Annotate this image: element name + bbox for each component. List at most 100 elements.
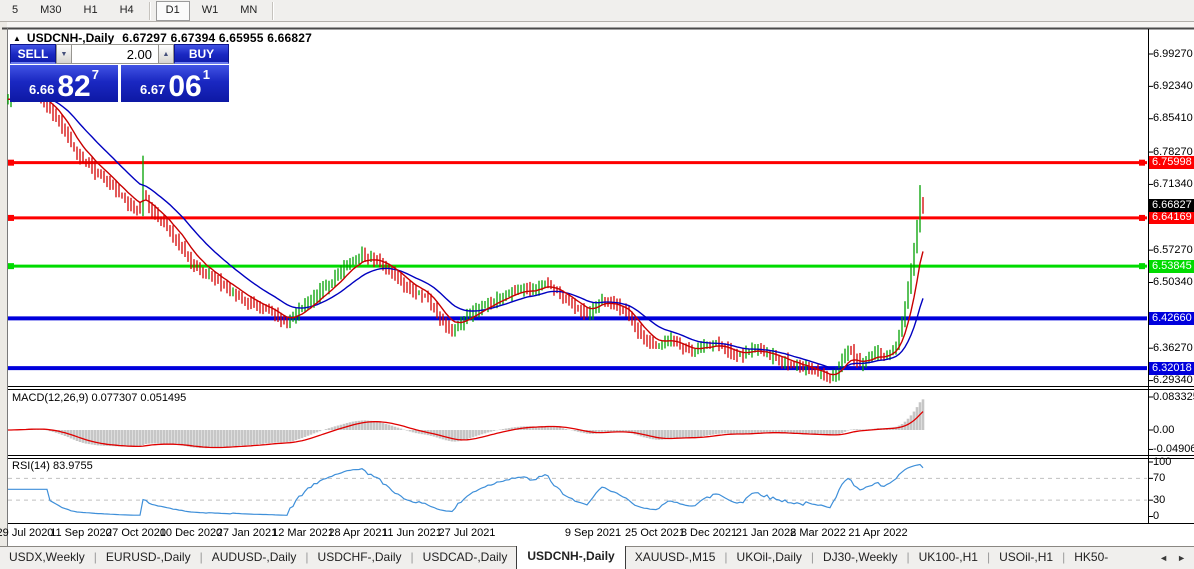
date-label: 28 Apr 2021 [328, 527, 388, 539]
tab-separator-icon: | [410, 550, 414, 564]
price-tick-label: 6.50340 [1153, 276, 1193, 288]
level-price-label: 6.75998 [1149, 156, 1194, 170]
rsi-tick-label: 30 [1153, 493, 1166, 506]
tab-separator-icon: | [199, 550, 203, 564]
trade-prices-row: 6.66 82 7 6.67 06 1 [10, 65, 229, 102]
tab-hk50[interactable]: HK50- [1074, 550, 1109, 564]
timeframe-toolbar: 5 M30 H1 H4 D1 W1 MN [0, 0, 1194, 22]
chart-tabs-bar: USDX,Weekly | EURUSD-,Daily | AUDUSD-,Daily |… [0, 546, 1194, 569]
date-label: 11 Jun 2021 [382, 527, 442, 539]
date-label: 11 Sep 2020 [50, 527, 112, 539]
timeframe-button-m30[interactable]: M30 [40, 3, 62, 16]
tab-ukoil-daily[interactable]: UKOil-,Daily [736, 550, 802, 564]
tab-separator-icon: | [810, 550, 814, 564]
toolbar-gap [7, 22, 1194, 28]
collapse-triangle-icon[interactable]: ▲ [13, 33, 21, 43]
volume-decrease-button[interactable]: ▼ [56, 44, 72, 64]
macd-tick-label: -0.049068 [1153, 442, 1194, 455]
buy-price-display[interactable]: 6.67 06 1 [121, 65, 229, 102]
level-price-label: 6.42660 [1149, 311, 1194, 325]
buy-price-pip: 1 [202, 67, 210, 82]
date-label: 27 Jul 2021 [438, 527, 496, 539]
rsi-tick-label: 0 [1153, 510, 1160, 522]
date-label: 9 Sep 2021 [564, 527, 622, 539]
buy-price-prefix: 6.67 [140, 82, 166, 97]
tab-separator-icon: | [724, 550, 728, 564]
tab-separator-icon: | [1062, 550, 1066, 564]
arrow-up-icon: ▲ [162, 50, 170, 58]
tab-scroll-left-button[interactable]: ◄ [1159, 553, 1169, 563]
timeframe-button-d1[interactable]: D1 [155, 0, 190, 21]
tab-usdcnh-daily[interactable]: USDCNH-,Daily [516, 546, 626, 569]
date-label: 21 Apr 2022 [848, 527, 908, 539]
price-tick-label: 6.92340 [1153, 79, 1193, 92]
date-label: 27 Oct 2020 [106, 527, 166, 539]
rsi-tick-label: 100 [1153, 455, 1172, 468]
timeframe-button-h1[interactable]: H1 [83, 3, 98, 16]
trade-controls-row: SELL ▼ ▲ BUY [10, 44, 229, 64]
level-price-label: 6.64169 [1149, 211, 1194, 225]
tab-eurusd-daily[interactable]: EURUSD-,Daily [105, 550, 191, 564]
tab-usoil-h1[interactable]: USOil-,H1 [999, 550, 1054, 564]
sell-price-pip: 7 [91, 67, 99, 82]
sell-button[interactable]: SELL [10, 44, 56, 64]
price-tick-label: 6.85410 [1153, 112, 1193, 125]
timeframe-button-5[interactable]: 5 [12, 3, 19, 16]
price-tick-label: 6.36270 [1153, 341, 1193, 354]
price-tick-label: 6.71340 [1153, 177, 1193, 190]
buy-price-digits: 06 [168, 70, 202, 103]
timeframe-button-group: 5 M30 H1 H4 D1 W1 MN [0, 0, 1194, 21]
chart-tabs: USDX,Weekly | EURUSD-,Daily | AUDUSD-,Daily |… [0, 546, 1149, 569]
price-tick-label: 6.57270 [1153, 243, 1193, 256]
buy-button[interactable]: BUY [174, 44, 229, 64]
price-tick-label: 6.78270 [1153, 145, 1193, 158]
timeframe-button-h4[interactable]: H4 [119, 3, 134, 16]
tab-dj30-weekly[interactable]: DJ30-,Weekly [823, 550, 898, 564]
toolbar-separator [272, 1, 275, 20]
tab-separator-icon: | [986, 550, 991, 564]
level-price-label: 6.32018 [1149, 361, 1194, 375]
toolbar-separator [148, 1, 151, 20]
tab-scroll-controls: ◄ ► [1149, 553, 1194, 569]
tab-usdx-weekly[interactable]: USDX,Weekly [9, 550, 85, 564]
date-label: 27 Jan 2021 [216, 527, 278, 539]
macd-tick-label: 0.083325 [1153, 390, 1194, 403]
timeframe-button-mn[interactable]: MN [240, 3, 258, 16]
tab-xauusd-m15[interactable]: XAUUSD-,M15 [634, 550, 716, 564]
price-tick-label: 6.99270 [1153, 47, 1193, 60]
timeframe-button-w1[interactable]: W1 [201, 3, 219, 16]
price-tick-label: 6.29340 [1153, 374, 1193, 387]
macd-tick-label: 0.00 [1153, 423, 1175, 436]
sell-price-prefix: 6.66 [29, 82, 55, 97]
rsi-tick-label: 70 [1153, 471, 1166, 484]
sell-price-digits: 82 [57, 70, 91, 103]
chart-title-symbol: USDCNH-,Daily [26, 31, 115, 45]
date-label: 12 Mar 2021 [272, 527, 334, 539]
tab-usdcad-daily[interactable]: USDCAD-,Daily [422, 550, 508, 564]
level-price-label: 6.53845 [1149, 259, 1194, 273]
volume-increase-button[interactable]: ▲ [158, 44, 174, 64]
volume-input[interactable] [72, 44, 158, 64]
tab-audusd-daily[interactable]: AUDUSD-,Daily [211, 550, 297, 564]
date-label: 29 Jul 2020 [0, 527, 54, 539]
sell-price-display[interactable]: 6.66 82 7 [10, 65, 118, 102]
tab-uk100-h1[interactable]: UK100-,H1 [918, 550, 978, 564]
date-label: 8 Dec 2021 [680, 527, 738, 539]
macd-indicator-label: MACD(12,26,9) 0.077307 0.051495 [12, 392, 187, 404]
arrow-down-icon: ▼ [60, 50, 68, 58]
tab-separator-icon: | [906, 550, 910, 564]
tab-separator-icon: | [93, 550, 97, 564]
chart-title-ohlc: 6.67297 6.67394 6.65955 6.66827 [122, 31, 312, 45]
date-label: 8 Mar 2022 [790, 527, 846, 539]
date-label: 25 Oct 2021 [625, 527, 685, 539]
date-label: 10 Dec 2020 [159, 527, 223, 539]
tab-usdchf-daily[interactable]: USDCHF-,Daily [317, 550, 402, 564]
chart-header: ▲ USDCNH-,Daily 6.67297 6.67394 6.65955 … [13, 31, 312, 45]
window-left-edge [0, 22, 7, 546]
current-price-label: 6.66827 [1149, 199, 1194, 212]
rsi-indicator-label: RSI(14) 83.9755 [12, 460, 93, 472]
tab-scroll-right-button[interactable]: ► [1177, 553, 1186, 563]
tab-separator-icon: | [305, 550, 309, 564]
